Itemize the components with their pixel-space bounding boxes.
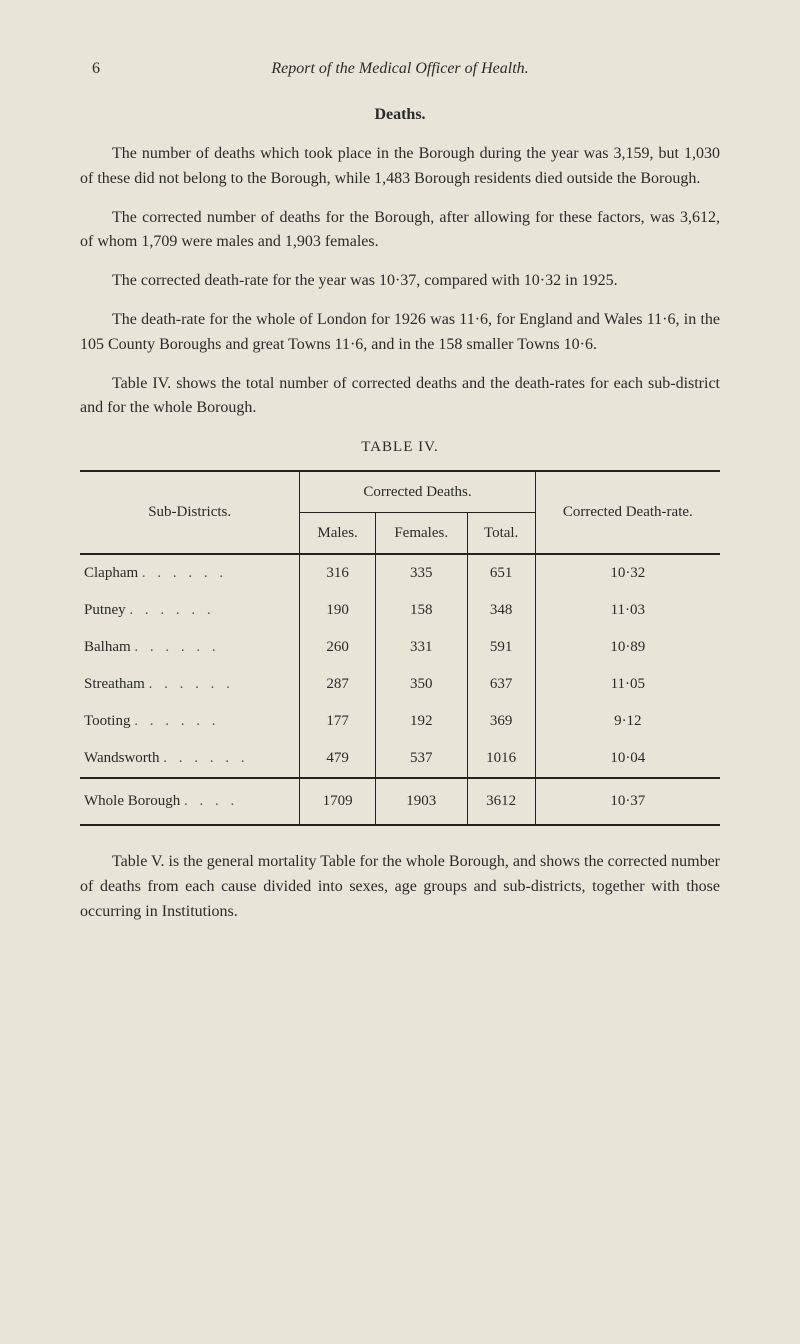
table-row: Clapham . . . . . . 316 335 651 10·32 [80, 554, 720, 592]
cell-total: 3612 [467, 778, 535, 825]
table-body: Clapham . . . . . . 316 335 651 10·32 Pu… [80, 554, 720, 825]
table-label: TABLE IV. [80, 439, 720, 456]
cell-females: 350 [375, 666, 467, 703]
cell-females: 1903 [375, 778, 467, 825]
table-header-total: Total. [467, 513, 535, 555]
body-paragraph: The corrected death-rate for the year wa… [80, 269, 720, 294]
table-header-males: Males. [300, 513, 375, 555]
cell-rate: 10·89 [535, 629, 720, 666]
dot-leader: . . . . . . [149, 676, 234, 692]
running-header: Report of the Medical Officer of Health. [80, 60, 720, 78]
cell-total: 591 [467, 629, 535, 666]
district-name: Tooting [84, 713, 130, 729]
cell-total: 369 [467, 703, 535, 740]
cell-rate: 11·03 [535, 592, 720, 629]
cell-rate: 10·37 [535, 778, 720, 825]
district-name: Whole Borough [84, 793, 180, 809]
cell-females: 331 [375, 629, 467, 666]
dot-leader: . . . . . . [134, 639, 219, 655]
cell-males: 177 [300, 703, 375, 740]
cell-males: 260 [300, 629, 375, 666]
body-paragraph: The death-rate for the whole of London f… [80, 308, 720, 358]
table-row: Tooting . . . . . . 177 192 369 9·12 [80, 703, 720, 740]
dot-leader: . . . . . . [129, 602, 214, 618]
cell-males: 190 [300, 592, 375, 629]
cell-males: 1709 [300, 778, 375, 825]
cell-total: 348 [467, 592, 535, 629]
cell-males: 287 [300, 666, 375, 703]
table-row: Putney . . . . . . 190 158 348 11·03 [80, 592, 720, 629]
body-paragraph: The corrected number of deaths for the B… [80, 206, 720, 256]
table-header-females: Females. [375, 513, 467, 555]
cell-total: 1016 [467, 740, 535, 778]
cell-females: 335 [375, 554, 467, 592]
district-name: Balham [84, 639, 131, 655]
page-number: 6 [92, 60, 100, 78]
district-name: Wandsworth [84, 750, 159, 766]
cell-total: 637 [467, 666, 535, 703]
dot-leader: . . . . . . [163, 750, 248, 766]
body-paragraph: The number of deaths which took place in… [80, 142, 720, 192]
table-row: Balham . . . . . . 260 331 591 10·89 [80, 629, 720, 666]
dot-leader: . . . . . . [142, 565, 227, 581]
cell-females: 158 [375, 592, 467, 629]
cell-females: 192 [375, 703, 467, 740]
district-name: Putney [84, 602, 126, 618]
cell-males: 316 [300, 554, 375, 592]
cell-females: 537 [375, 740, 467, 778]
table-header-subdistricts: Sub-Districts. [80, 471, 300, 554]
body-paragraph: Table IV. shows the total number of corr… [80, 372, 720, 422]
district-name: Streatham [84, 676, 145, 692]
table-row: Wandsworth . . . . . . 479 537 1016 10·0… [80, 740, 720, 778]
dot-leader: . . . . [184, 793, 238, 809]
cell-rate: 11·05 [535, 666, 720, 703]
cell-males: 479 [300, 740, 375, 778]
dot-leader: . . . . . . [134, 713, 219, 729]
table-header-corrected-deaths: Corrected Deaths. [300, 471, 535, 513]
table-deaths: Sub-Districts. Corrected Deaths. Correct… [80, 470, 720, 826]
body-paragraph: Table V. is the general mortality Table … [80, 850, 720, 924]
district-name: Clapham [84, 565, 138, 581]
cell-rate: 10·32 [535, 554, 720, 592]
table-summary-row: Whole Borough . . . . 1709 1903 3612 10·… [80, 778, 720, 825]
cell-rate: 10·04 [535, 740, 720, 778]
table-header-rate: Corrected Death-rate. [535, 471, 720, 554]
cell-rate: 9·12 [535, 703, 720, 740]
table-row: Streatham . . . . . . 287 350 637 11·05 [80, 666, 720, 703]
cell-total: 651 [467, 554, 535, 592]
section-heading-deaths: Deaths. [80, 106, 720, 124]
